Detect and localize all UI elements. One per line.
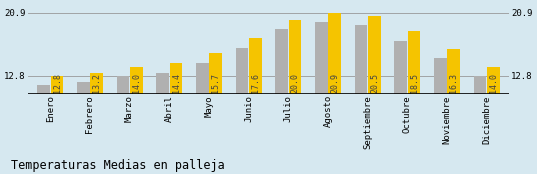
Bar [474,76,487,94]
Bar [130,66,143,94]
Bar [315,22,328,94]
Text: 20.5: 20.5 [370,73,379,93]
Bar [37,85,50,94]
Bar [196,63,208,94]
Text: 14.0: 14.0 [489,73,498,93]
Bar [170,63,183,94]
Text: 17.6: 17.6 [251,73,260,93]
Bar [329,13,341,94]
Text: 16.3: 16.3 [449,73,458,93]
Text: 18.5: 18.5 [410,73,419,93]
Bar [236,48,248,94]
Text: 20.9: 20.9 [330,73,339,93]
Text: 15.7: 15.7 [211,73,220,93]
Bar [275,29,288,94]
Bar [289,20,301,94]
Text: 20.0: 20.0 [291,73,300,93]
Bar [394,41,407,94]
Bar [249,38,262,94]
Text: 13.2: 13.2 [92,73,101,93]
Bar [434,58,447,94]
Bar [156,73,169,94]
Text: 12.8: 12.8 [53,73,62,93]
Bar [408,31,420,94]
Bar [77,82,90,94]
Text: 14.0: 14.0 [132,73,141,93]
Bar [487,66,500,94]
Bar [117,76,129,94]
Bar [90,73,103,94]
Text: Temperaturas Medias en palleja: Temperaturas Medias en palleja [11,159,224,172]
Bar [354,25,367,94]
Bar [447,49,460,94]
Bar [368,16,381,94]
Text: 14.4: 14.4 [171,73,180,93]
Bar [50,76,63,94]
Bar [209,53,222,94]
